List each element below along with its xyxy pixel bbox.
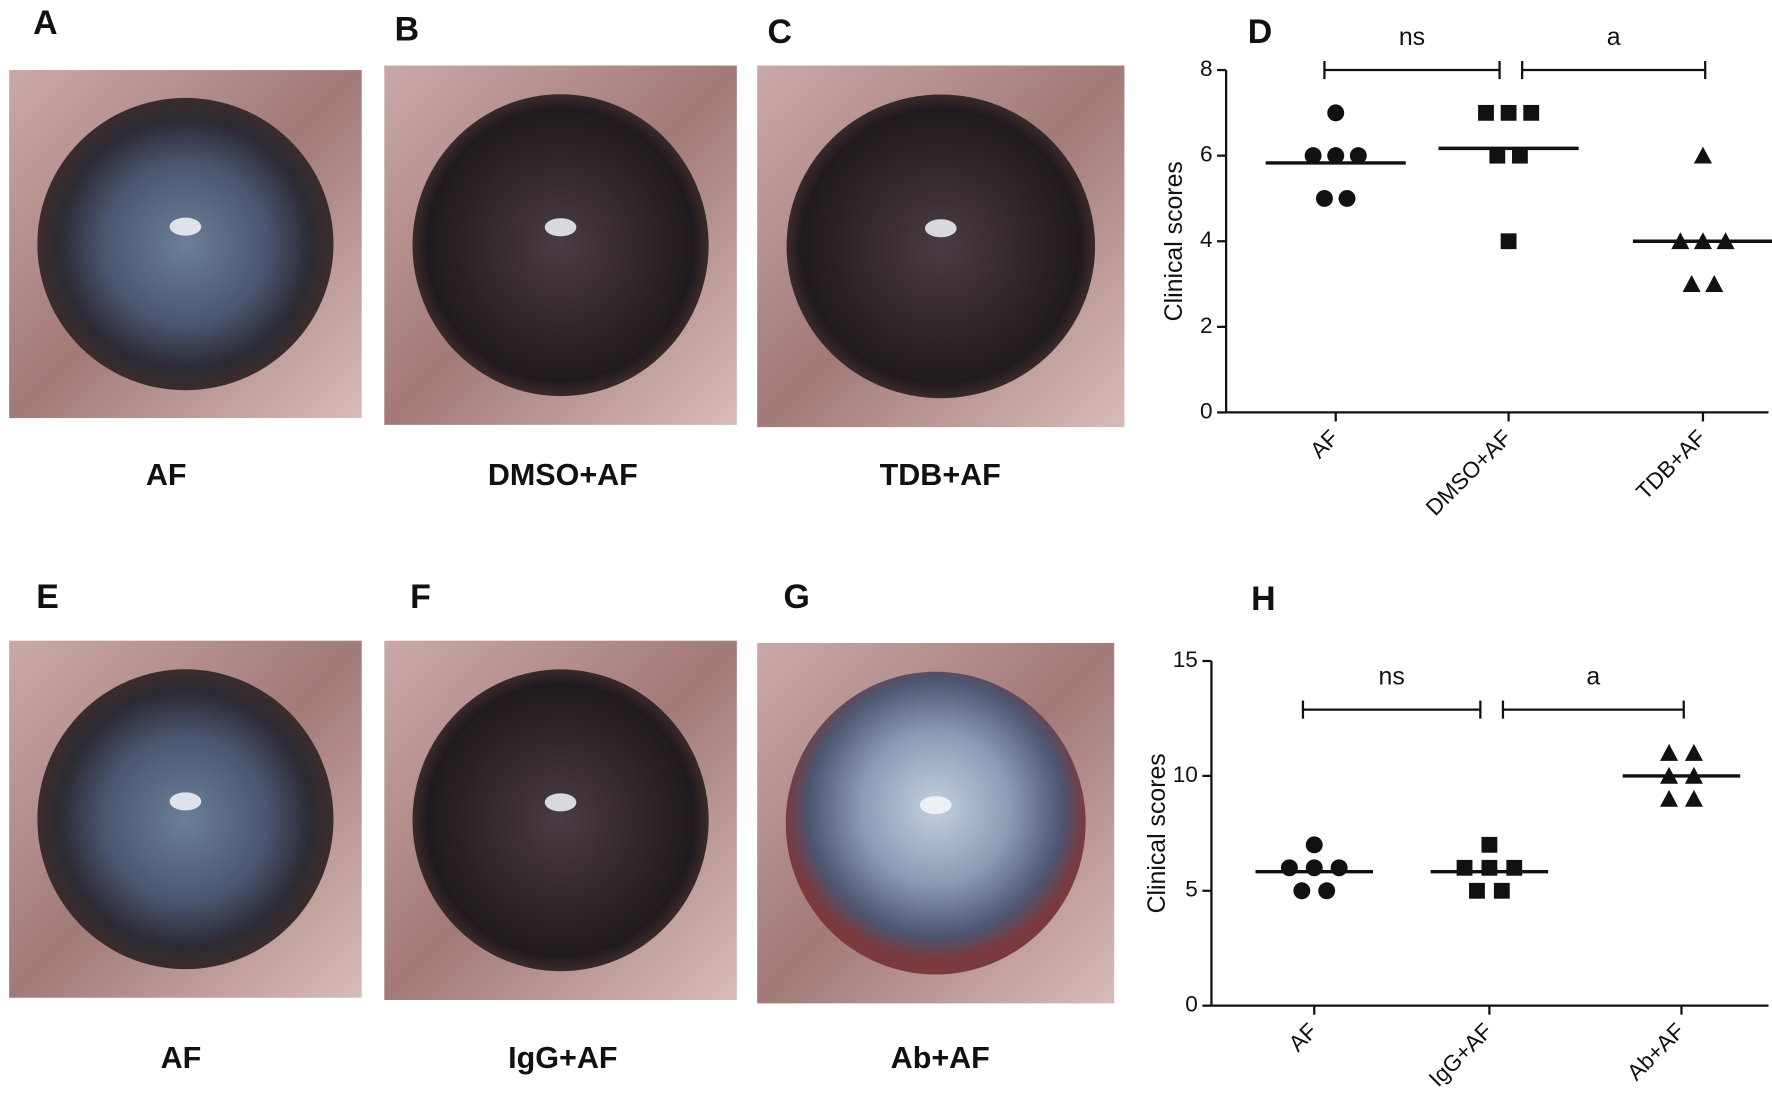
panel-caption: Ab+AF bbox=[891, 1041, 990, 1075]
annotation: a bbox=[1607, 24, 1621, 51]
panel-caption: IgG+AF bbox=[508, 1041, 617, 1075]
point bbox=[1327, 104, 1345, 122]
x-tick-label: Ab+AF bbox=[1622, 1018, 1689, 1085]
y-tick-label: 2 bbox=[1200, 313, 1213, 338]
eye bbox=[37, 669, 334, 970]
highlight bbox=[544, 218, 577, 237]
point bbox=[1660, 789, 1679, 807]
y-tick-label: 0 bbox=[1200, 398, 1213, 423]
y-axis-label: Clinical scores bbox=[1161, 161, 1188, 321]
chart-title: H bbox=[1251, 580, 1275, 618]
point bbox=[1511, 147, 1528, 164]
panel-letter: C bbox=[768, 13, 792, 51]
y-tick-label: 4 bbox=[1200, 227, 1213, 252]
point bbox=[1280, 859, 1298, 877]
point bbox=[1315, 189, 1333, 207]
eye bbox=[412, 669, 709, 972]
point bbox=[1489, 147, 1506, 164]
panel-letter: F bbox=[410, 578, 431, 616]
point bbox=[1481, 836, 1498, 853]
eye bbox=[412, 94, 709, 397]
panel-caption: AF bbox=[146, 458, 187, 492]
point bbox=[1305, 859, 1323, 877]
y-tick-label: 10 bbox=[1173, 762, 1198, 787]
panel-letter: E bbox=[36, 578, 59, 616]
point bbox=[1493, 882, 1510, 899]
x-tick-label: TDB+AF bbox=[1631, 425, 1710, 504]
point bbox=[1469, 882, 1485, 899]
panel-caption: DMSO+AF bbox=[488, 458, 638, 492]
point bbox=[1684, 743, 1703, 761]
point bbox=[1338, 189, 1356, 207]
eye bbox=[786, 94, 1096, 399]
point bbox=[1660, 743, 1679, 761]
point bbox=[1293, 882, 1311, 900]
point bbox=[1500, 104, 1517, 121]
x-tick-label: AF bbox=[1305, 425, 1343, 463]
point bbox=[1693, 146, 1712, 164]
y-tick-label: 15 bbox=[1173, 647, 1198, 672]
point bbox=[1305, 836, 1323, 854]
x-tick-label: IgG+AF bbox=[1424, 1018, 1497, 1091]
point bbox=[1304, 147, 1322, 165]
highlight bbox=[924, 219, 957, 238]
panel-caption: TDB+AF bbox=[880, 458, 1001, 492]
y-tick-label: 6 bbox=[1200, 142, 1213, 167]
x-tick-label: DMSO+AF bbox=[1421, 425, 1516, 520]
point bbox=[1682, 275, 1701, 292]
x-tick-label: AF bbox=[1284, 1018, 1322, 1056]
highlight bbox=[169, 792, 202, 811]
highlight bbox=[169, 217, 202, 236]
point bbox=[1330, 859, 1348, 877]
point bbox=[1327, 147, 1345, 165]
point bbox=[1478, 104, 1494, 121]
point bbox=[1349, 147, 1367, 165]
panel-letter: B bbox=[395, 11, 419, 49]
eye bbox=[785, 671, 1086, 975]
highlight bbox=[544, 793, 577, 812]
annotation: a bbox=[1586, 664, 1600, 691]
annotation: ns bbox=[1379, 664, 1405, 691]
y-tick-label: 5 bbox=[1185, 877, 1198, 902]
panel-letter: A bbox=[33, 4, 57, 42]
point bbox=[1523, 104, 1540, 121]
point bbox=[1684, 789, 1703, 807]
point bbox=[1318, 882, 1336, 900]
y-tick-label: 0 bbox=[1185, 992, 1198, 1017]
chart-title: D bbox=[1248, 13, 1272, 51]
panel-letter: G bbox=[784, 578, 810, 616]
y-tick-label: 8 bbox=[1200, 56, 1213, 81]
eye bbox=[37, 97, 334, 391]
y-axis-label: Clinical scores bbox=[1144, 753, 1171, 913]
annotation: ns bbox=[1399, 24, 1425, 51]
highlight bbox=[919, 796, 952, 815]
point bbox=[1500, 233, 1517, 250]
point bbox=[1705, 275, 1724, 292]
panel-caption: AF bbox=[161, 1041, 202, 1075]
